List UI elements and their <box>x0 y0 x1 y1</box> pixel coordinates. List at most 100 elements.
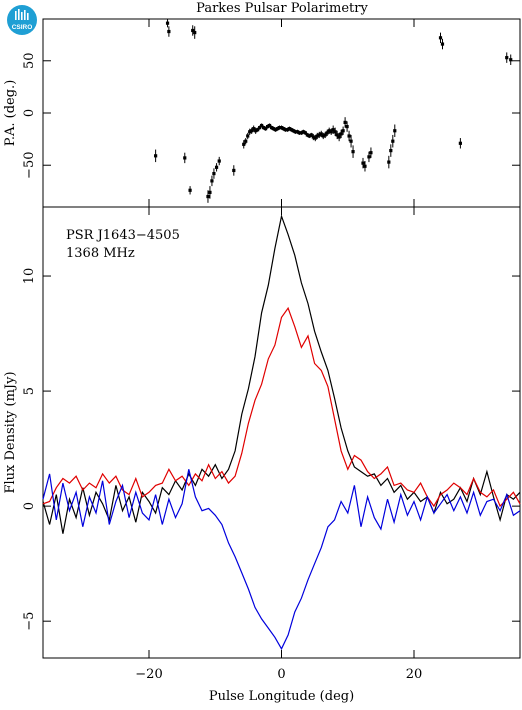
flux-xtick-label: 20 <box>406 667 423 682</box>
pa-point <box>279 125 284 130</box>
pa-point <box>307 133 311 139</box>
flux-ytick-label: 10 <box>22 268 37 285</box>
pa-marker <box>275 127 280 131</box>
pa-marker <box>509 58 513 62</box>
pa-marker <box>265 124 270 129</box>
pa-marker <box>387 160 391 164</box>
pa-marker <box>208 190 212 194</box>
pa-marker <box>191 28 195 33</box>
pa-point <box>458 138 462 149</box>
pa-marker <box>351 150 355 154</box>
logo-bars-icon <box>15 9 29 20</box>
pa-marker <box>262 126 266 130</box>
pa-point <box>311 133 315 141</box>
pa-point <box>315 132 319 140</box>
pa-point <box>254 127 258 134</box>
flux-panel: −20 0 20 −5 0 5 10 Flux Density (mJy) PSR J1643−… <box>3 206 521 704</box>
pa-point <box>167 26 171 37</box>
pa-marker <box>193 30 197 35</box>
pa-marker <box>299 131 303 135</box>
pa-marker <box>305 133 309 137</box>
pa-marker <box>217 159 221 163</box>
pa-point <box>165 19 170 28</box>
pa-point <box>329 128 333 135</box>
pa-point <box>248 128 252 135</box>
pa-marker <box>248 130 252 134</box>
pa-point <box>265 124 270 129</box>
pa-point <box>246 132 250 140</box>
pa-point <box>391 134 395 148</box>
pa-marker <box>367 155 371 159</box>
pa-point <box>232 165 236 176</box>
pa-marker <box>287 127 292 131</box>
pa-point <box>389 144 393 157</box>
flux-frame <box>42 206 521 659</box>
pa-marker <box>345 124 349 129</box>
pa-marker <box>165 21 170 25</box>
pa-marker <box>347 134 351 138</box>
pa-point <box>293 129 298 134</box>
pa-marker <box>438 36 443 40</box>
flux-xtick-label: 0 <box>277 667 285 682</box>
pa-point <box>337 132 341 142</box>
pa-point <box>250 127 254 134</box>
pa-marker <box>214 165 219 169</box>
pa-point <box>331 125 335 134</box>
pa-point <box>277 125 282 130</box>
pa-point <box>305 132 309 138</box>
pa-point <box>269 125 274 130</box>
pa-marker <box>321 134 325 138</box>
pa-point <box>505 52 509 63</box>
csiro-logo: CSIRO <box>7 5 37 35</box>
annotation-line: PSR J1643−4505 <box>66 228 180 243</box>
flux-ytick-label: 5 <box>22 387 37 395</box>
pa-marker <box>315 134 319 138</box>
pa-marker <box>210 179 214 183</box>
pa-marker <box>505 56 509 60</box>
pa-point <box>325 129 329 136</box>
pa-marker <box>389 149 393 153</box>
pa-point <box>327 127 331 134</box>
pa-marker <box>206 194 210 199</box>
pa-point <box>217 156 221 166</box>
pa-marker <box>341 129 345 133</box>
pa-marker <box>252 127 256 131</box>
pa-point <box>341 126 345 135</box>
pa-marker <box>242 142 246 146</box>
pa-marker <box>271 127 276 131</box>
pa-point <box>438 32 443 44</box>
pa-point <box>262 125 266 130</box>
pa-marker <box>391 139 395 143</box>
pa-marker <box>277 126 282 130</box>
pa-marker <box>323 133 327 137</box>
pa-frame <box>42 18 521 208</box>
annotation-line: 1368 MHz <box>66 246 135 261</box>
pa-point <box>299 130 303 135</box>
pa-marker <box>393 129 397 133</box>
pa-marker <box>285 128 290 132</box>
pa-marker <box>295 130 299 134</box>
pa-marker <box>167 29 171 34</box>
pa-point <box>289 127 294 132</box>
pa-point <box>183 152 187 164</box>
pa-point <box>393 124 397 138</box>
pa-point <box>313 134 317 142</box>
pa-point <box>193 26 197 39</box>
pa-point <box>212 168 216 179</box>
pa-point <box>285 127 290 132</box>
pa-ytick-label: 50 <box>22 53 37 70</box>
pa-marker <box>313 136 317 140</box>
pa-marker <box>319 132 323 136</box>
pa-point <box>317 131 321 139</box>
pa-marker <box>283 128 288 132</box>
pa-marker <box>301 130 305 134</box>
pa-marker <box>154 154 158 158</box>
pa-point <box>339 129 343 139</box>
pa-point <box>281 126 286 131</box>
pa-marker <box>279 126 284 130</box>
pa-point <box>267 123 272 128</box>
pa-marker <box>335 133 339 137</box>
pa-marker <box>339 132 343 136</box>
pa-point <box>319 130 323 138</box>
pa-marker <box>183 156 187 160</box>
